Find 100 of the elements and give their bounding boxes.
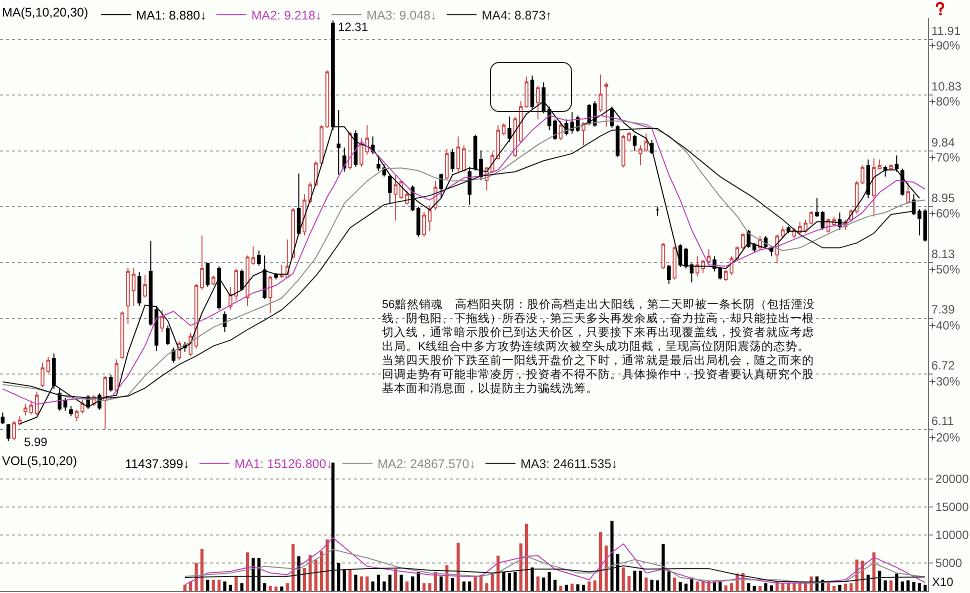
bar [217,580,221,591]
bar [656,580,660,591]
bar [826,583,830,591]
bar [838,584,842,591]
bar [450,578,454,591]
y-tick-label: 10.83 [931,79,962,94]
bar [212,580,215,591]
bar [604,546,608,591]
bar [553,580,557,591]
bar [747,583,750,591]
bar [514,572,517,591]
bar [366,576,369,591]
y2-tick-label: +20% [929,430,960,445]
text: X10 [932,575,954,589]
y2-tick-label: +70% [929,150,960,165]
bar [252,558,255,591]
bar [462,581,466,591]
bar [440,576,443,591]
line-series [184,565,926,583]
y2-tick-label: +60% [929,206,960,221]
bar [633,570,636,591]
bar [508,573,512,591]
bar [884,580,887,591]
bar [758,586,762,591]
bar [622,567,625,591]
bar [326,539,329,591]
line-series [184,549,926,584]
bar [348,569,352,591]
y-tick-label: 6.72 [931,358,956,372]
bar [786,583,790,591]
bar [354,574,358,591]
bar [234,576,238,591]
bar [502,572,506,591]
bar [474,576,477,591]
bar [342,569,346,591]
bar [286,583,289,591]
bar [924,584,927,591]
legend-label: MA4: 8.873↑ [482,8,552,22]
annotation: 56黯然销魂 高档阳夹阴：股价高档走出大阳线，第二天即被一条长阴（包括湮没线、阴包阳、下拖线）所吞没，第三天多头再发余威，奋力拉高，却只能拉出一根切入线，通常暗示股价已到达天价区，只要接下来再出现覆盖线，投资者就应考虑出局。K线组合中多方攻势连续两次被空头成功阻截，呈现高位阴阳震荡的态势。当第四天股价下跌至前一阳线开盘价之下时，通常就是最后出局机会，随之而来的回调走势有可能非常凌厉，投资者不得不防。具体操作中，投资者要认真研究个股基本面和消息面，以提防主力骗线洗筹。 [382,298,816,396]
y2-tick-label: +80% [929,94,960,109]
bar [371,581,374,591]
bar [382,581,386,591]
bar [678,582,682,591]
y2-tick-label: +40% [929,318,960,333]
bar [832,586,836,591]
bar [416,572,420,591]
y2-tick-label: +90% [929,38,960,53]
bar [673,578,676,591]
bar [906,580,910,591]
bar [228,584,232,591]
bar [844,584,847,591]
bar [588,581,591,591]
bar [297,556,300,591]
bar [394,569,398,591]
y-tick-label: 20000 [935,472,970,486]
bar [524,524,528,591]
bar [542,578,546,591]
legend-label: MA2: 9.218↓ [251,8,322,22]
y2-tick-label: +30% [929,374,960,389]
bar [268,586,272,591]
bar [485,583,488,591]
bar [764,583,768,591]
bar [548,572,551,591]
bar [616,554,620,591]
bar [850,583,853,591]
bar [724,585,728,591]
bar [536,576,540,591]
annotation: 5.99 [24,435,48,449]
bar [570,584,574,591]
bar [576,584,580,591]
y-tick-label: 10000 [935,528,970,542]
bar [302,568,306,591]
bar [912,582,916,591]
bar [360,576,363,591]
legend-title: MA(5,10,20,30) [2,5,88,20]
legend-label: MA1: 8.880↓ [136,8,206,22]
bar [263,583,266,591]
bar [644,578,648,591]
bar [376,574,380,591]
bar [599,532,602,591]
y-tick-label: 5000 [935,556,962,570]
bar [314,560,318,591]
bar [662,544,665,591]
bar [900,581,904,591]
y-tick-label: 15000 [935,500,970,514]
y2-tick-label: +50% [929,262,960,277]
bar [627,576,631,591]
legend-label: MA3: 9.048↓ [366,8,437,22]
bar [456,542,460,591]
legend-title: VOL(5,10,20) [2,454,78,468]
bar [206,580,210,591]
bar [183,584,186,591]
bar [400,574,403,591]
bar [889,580,893,591]
y-tick-label: 6.11 [931,414,954,428]
bar [770,585,773,591]
y-tick-label: 11.91 [931,24,961,38]
bar [200,548,204,591]
legend-label: MA2: 24867.570↓ [377,457,476,472]
bar [280,586,284,591]
